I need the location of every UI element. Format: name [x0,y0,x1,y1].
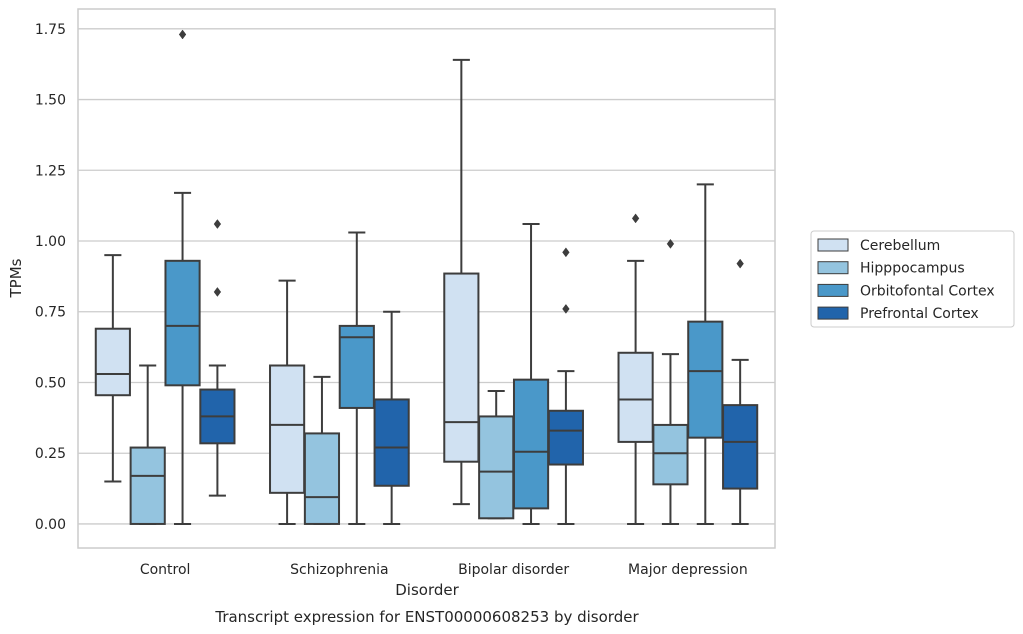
outlier-point-0 [666,238,675,249]
outlier-point-0 [562,303,570,314]
box-iqr [652,423,689,486]
box-iqr [547,409,584,466]
box-0-2 [164,29,201,525]
box-iqr [617,351,654,443]
box-iqr [164,259,201,387]
legend-label-0: Cerebellum [860,238,940,254]
x-tick-label-0: Control [140,562,191,578]
legend-frame [810,230,1015,328]
legend-swatch-2 [817,283,849,297]
box-iqr [269,364,306,494]
box-1-1 [303,375,341,525]
x-axis-label: Disorder [395,581,459,599]
box-2-3 [547,247,584,525]
outlier-point-0 [178,29,187,40]
box-2-2 [512,223,550,525]
outlier-point-1 [562,247,570,258]
y-tick-label-3: 0.75 [35,305,66,321]
outlier-point-0 [736,258,744,269]
y-tick-label-5: 1.25 [35,163,66,179]
box-iqr [94,327,131,397]
box-iqr [373,398,410,487]
outlier-point-1 [213,219,222,229]
box-iqr [303,432,341,525]
legend-label-3: Prefrontal Cortex [860,306,979,322]
box-1-2 [338,231,375,525]
box-iqr [443,272,480,463]
outlier-point-0 [631,213,640,224]
legend-label-1: Hipppocampus [860,261,965,277]
box-0-0 [94,254,131,483]
box-3-3 [722,258,759,525]
y-tick-label-4: 1.00 [35,234,66,250]
box-iqr [478,415,515,520]
box-3-2 [687,183,724,525]
box-iqr [687,320,724,439]
legend-swatch-0 [817,238,849,252]
x-tick-label-2: Bipolar disorder [458,562,569,578]
box-2-1 [478,389,515,520]
axis-ticks: 0.00 0.25 0.50 0.75 1.00 1.25 1.50 1.75 Control S… [35,22,748,578]
legend-label-2: Orbitofontal Cortex [860,283,995,299]
box-1-3 [373,310,410,525]
y-tick-label-6: 1.50 [35,93,66,109]
x-tick-label-1: Schizophrenia [290,562,388,578]
box-0-1 [129,364,166,525]
box-1-0 [269,279,306,525]
box-0-3 [199,219,236,497]
chart-title: Transcript expression for ENST0000060825… [214,608,639,626]
box-iqr [722,404,759,490]
box-2-0 [443,58,480,506]
x-tick-label-3: Major depression [628,562,748,578]
box-iqr [338,324,375,409]
box-3-0 [617,213,654,525]
box-iqr [512,378,550,510]
y-tick-label-2: 0.50 [35,375,66,391]
y-tick-label-7: 1.75 [35,22,66,38]
box-3-1 [652,238,689,525]
legend-swatch-3 [817,306,849,320]
box-iqr [129,446,166,525]
plot-frame [77,8,776,549]
y-axis-label: TPMs [7,258,25,298]
legend-swatch-1 [817,261,849,275]
y-tick-label-1: 0.25 [35,446,66,462]
legend: Cerebellum Hipppocampus Orbitofontal Corte… [810,230,1015,328]
outlier-point-0 [213,287,222,297]
plot-area [77,8,776,549]
y-tick-label-0: 0.00 [35,517,66,533]
